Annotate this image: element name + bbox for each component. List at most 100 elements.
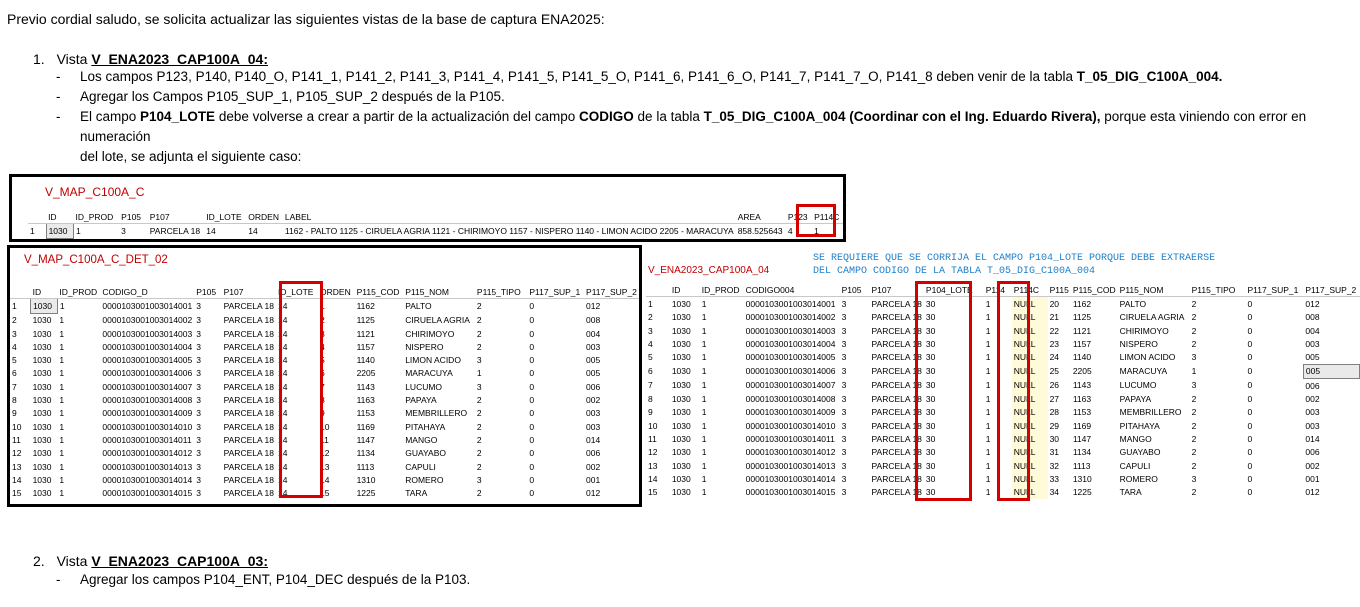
det-cell-6: 14: [278, 474, 288, 485]
cap-cell-2: 1: [701, 447, 707, 458]
det-row[interactable]: 11 1030 1 0000103001003014011 3 PARCELA 18 14 1…: [10, 433, 639, 446]
det-cell-3: 0000103001003014013: [102, 461, 193, 472]
det-cell-12: 003: [586, 341, 601, 352]
det-cell-1: 1030: [32, 474, 52, 485]
det-row[interactable]: 9 1030 1 0000103001003014009 3 PARCELA 18 14 9 1…: [10, 407, 639, 420]
det-cell-8: 1134: [356, 448, 375, 459]
cap-row[interactable]: 14 1030 1 0000103001003014014 3 PARCELA 18 30 1…: [646, 472, 1360, 486]
det-cell-10: 3: [476, 355, 482, 366]
cap-cell-12: 2: [1191, 325, 1197, 336]
cap-cell-8: NULL: [1011, 485, 1048, 499]
det-cell-5: PARCELA 18: [223, 408, 274, 419]
cap-row[interactable]: 6 1030 1 0000103001003014006 3 PARCELA 18 30 1 N…: [646, 363, 1360, 380]
cap-cell-7: 1: [985, 325, 991, 336]
det-row[interactable]: 15 1030 1 0000103001003014015 3 PARCELA 18 14 1…: [10, 486, 639, 499]
det-header-cell-7: ORDEN: [318, 285, 355, 300]
det-cell-2: 1: [59, 461, 65, 472]
cap-row[interactable]: 5 1030 1 0000103001003014005 3 PARCELA 18 30 1 N…: [646, 350, 1360, 365]
cap-cell-0: 6: [648, 366, 653, 377]
det-cell-4: 3: [196, 328, 201, 339]
cap-row[interactable]: 3 1030 1 0000103001003014003 3 PARCELA 18 30 1 N…: [646, 323, 1360, 338]
det-cell-8: 1157: [356, 341, 375, 352]
cap-header-cell-4: P105: [839, 283, 870, 298]
cap-header-cell-7: P114: [983, 283, 1012, 298]
cap-cell-12: 2: [1191, 312, 1197, 323]
item1-bullet-3: - El campo P104_LOTE debe volverse a cre…: [56, 109, 1307, 164]
cap-cell-0: 4: [648, 338, 653, 349]
cap-header-cell-13: P117_SUP_1: [1245, 283, 1304, 298]
det-header-cell-5: P107: [221, 285, 276, 300]
cap-cell-8: NULL: [1011, 350, 1048, 365]
cap-cell-10: 1163: [1072, 394, 1092, 405]
map-header-cell-6: ORDEN: [246, 210, 283, 225]
det-row[interactable]: 3 1030 1 0000103001003014003 3 PARCELA 18 14 3 1…: [10, 327, 639, 340]
det-cell-7: 13: [320, 461, 330, 472]
cap-cell-6: 30: [925, 420, 936, 431]
det-cell-3: 0000103001003014011: [102, 434, 192, 445]
det-row[interactable]: 13 1030 1 0000103001003014013 3 PARCELA 18 14 1…: [10, 460, 639, 473]
cap-row[interactable]: 9 1030 1 0000103001003014009 3 PARCELA 18 30 1 N…: [646, 405, 1360, 419]
cap-cell-5: PARCELA 18: [871, 298, 922, 309]
det-header-cell-10: P115_TIPO: [474, 285, 528, 300]
cap-row[interactable]: 1 1030 1 0000103001003014001 3 PARCELA 18 30 1 N…: [646, 296, 1360, 311]
cap-cell-8: NULL: [1011, 458, 1048, 473]
det-row[interactable]: 2 1030 1 0000103001003014002 3 PARCELA 18 14 2 1…: [10, 313, 639, 327]
cap-cell-14: 001: [1305, 473, 1320, 484]
cap-row[interactable]: 2 1030 1 0000103001003014002 3 PARCELA 18 30 1 N…: [646, 310, 1360, 324]
det-cell-9: NISPERO: [405, 341, 444, 352]
cap-cell-13: 0: [1247, 312, 1253, 323]
det-cell-4: 3: [196, 448, 201, 459]
cap-header-cell-3: CODIGO004: [743, 283, 840, 298]
det-cell-7: 12: [320, 448, 330, 459]
det-row[interactable]: 4 1030 1 0000103001003014004 3 PARCELA 18 14 4 1…: [10, 340, 639, 353]
cap-row[interactable]: 7 1030 1 0000103001003014007 3 PARCELA 18 30 1 N…: [646, 378, 1360, 393]
det-row[interactable]: 1 1030 1 0000103001003014001 3 PARCELA 18 14 1 1…: [10, 298, 639, 314]
cap-cell-1: 1030: [671, 380, 691, 391]
det-cell-9: PITAHAYA: [405, 421, 446, 432]
det-cell-1: 1030: [32, 448, 52, 459]
det-row[interactable]: 5 1030 1 0000103001003014005 3 PARCELA 18 14 5 1…: [10, 353, 639, 366]
cap-header-cell-12: P115_TIPO: [1189, 283, 1246, 298]
cap-cell-13: 0: [1247, 352, 1253, 363]
det-cell-5: PARCELA 18: [223, 355, 274, 366]
cap-cell-1: 1030: [671, 338, 691, 349]
cap-cell-7: 1: [985, 460, 991, 471]
det-header-cell-12: P117_SUP_2: [584, 285, 639, 300]
cap-row[interactable]: 13 1030 1 0000103001003014013 3 PARCELA 18 30 1…: [646, 458, 1360, 473]
cap-cell-7: 1: [985, 380, 991, 391]
map-header-cell-0: [28, 210, 47, 225]
det-row[interactable]: 6 1030 1 0000103001003014006 3 PARCELA 18 14 6 2…: [10, 367, 639, 380]
det-cell-8: 1121: [356, 328, 375, 339]
cap-cell-5: PARCELA 18: [871, 312, 922, 323]
cap-row[interactable]: 11 1030 1 0000103001003014011 3 PARCELA 18 30 1…: [646, 432, 1360, 446]
cap-row[interactable]: 10 1030 1 0000103001003014010 3 PARCELA 18 30 1…: [646, 418, 1360, 433]
det-cell-2: 1: [59, 421, 65, 432]
cap-cell-11: PALTO: [1119, 298, 1147, 309]
det-row[interactable]: 12 1030 1 0000103001003014012 3 PARCELA 18 14 1…: [10, 447, 639, 460]
det-row[interactable]: 14 1030 1 0000103001003014014 3 PARCELA 18 14 1…: [10, 473, 639, 486]
det-cell-7: 14: [320, 474, 330, 485]
cap-cell-1: 1030: [671, 407, 691, 418]
det-cell-6: 14: [278, 328, 288, 339]
det-cell-7: 9: [320, 408, 325, 419]
cap-cell-2: 1: [701, 298, 707, 309]
cap-cell-2: 1: [701, 407, 707, 418]
det-cell-2: 1: [59, 355, 65, 366]
cap-cell-8: NULL: [1011, 418, 1048, 433]
cap-row[interactable]: 15 1030 1 0000103001003014015 3 PARCELA 18 30 1…: [646, 485, 1360, 499]
cap-row[interactable]: 4 1030 1 0000103001003014004 3 PARCELA 18 30 1 N…: [646, 337, 1360, 351]
cap-row[interactable]: 12 1030 1 0000103001003014012 3 PARCELA 18 30 1…: [646, 445, 1360, 459]
cap-cell-14: 003: [1305, 407, 1320, 418]
item1-heading: 1. Vista V_ENA2023_CAP100A_04:: [33, 51, 268, 67]
cap-row[interactable]: 8 1030 1 0000103001003014008 3 PARCELA 18 30 1 N…: [646, 392, 1360, 406]
det-row[interactable]: 7 1030 1 0000103001003014007 3 PARCELA 18 14 7 1…: [10, 380, 639, 393]
det-row[interactable]: 10 1030 1 0000103001003014010 3 PARCELA 18 14 1…: [10, 420, 639, 433]
cap-cell-11: ROMERO: [1119, 473, 1158, 484]
det-row[interactable]: 8 1030 1 0000103001003014008 3 PARCELA 18 14 8 1…: [10, 393, 639, 406]
det-cell-5: PARCELA 18: [223, 341, 274, 352]
cap-cell-0: 1: [648, 298, 653, 309]
det-cell-11: 0: [529, 461, 535, 472]
det-cell-6: 14: [278, 368, 288, 379]
det-cell-10: 2: [476, 301, 482, 312]
cap-cell-1: 1030: [671, 325, 691, 336]
